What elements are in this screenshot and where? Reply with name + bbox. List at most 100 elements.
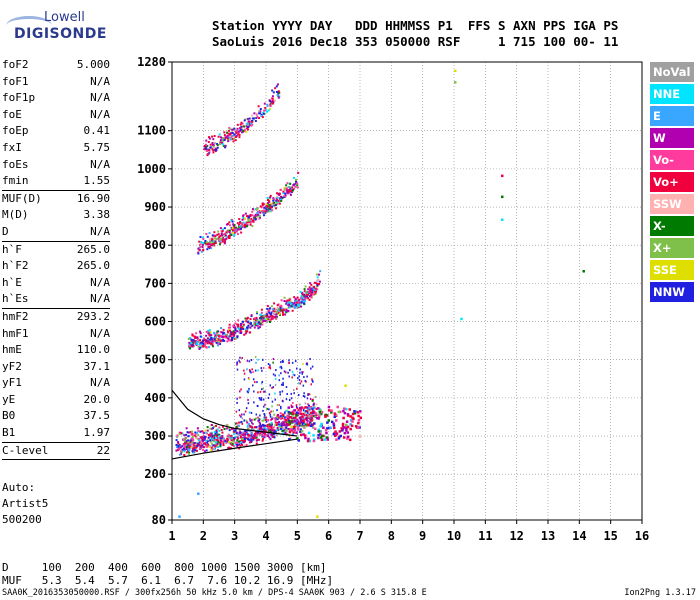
echo-point: [238, 228, 241, 231]
echo-point: [197, 252, 200, 255]
echo-point: [253, 401, 255, 404]
echo-point: [272, 386, 275, 389]
echo-point: [188, 444, 191, 447]
echo-point: [260, 424, 263, 427]
echo-point: [294, 415, 297, 418]
echo-point: [255, 413, 258, 416]
echo-point: [272, 202, 275, 205]
echo-point: [205, 144, 208, 147]
echo-point: [247, 391, 249, 394]
echo-point: [272, 373, 275, 376]
echo-point: [251, 418, 254, 421]
echo-point: [222, 144, 225, 147]
echo-point: [243, 119, 246, 122]
echo-point: [256, 319, 259, 322]
echo-point: [316, 416, 319, 420]
echo-point: [342, 409, 345, 413]
echo-point: [250, 426, 253, 429]
echo-point: [226, 131, 229, 134]
echo-point: [293, 302, 296, 305]
echo-point: [279, 416, 282, 419]
echo-point: [211, 241, 214, 244]
param-separator: [2, 240, 110, 242]
echo-point: [301, 423, 304, 426]
echo-point: [312, 434, 315, 437]
echo-point: [253, 323, 256, 326]
echo-point: [294, 306, 297, 309]
echo-point: [246, 425, 249, 428]
echo-point: [248, 121, 251, 124]
echo-point: [265, 416, 268, 419]
echo-point: [282, 425, 285, 429]
echo-point: [271, 95, 274, 98]
echo-point: [220, 428, 223, 431]
echo-point: [261, 419, 264, 422]
echo-point: [326, 421, 329, 424]
echo-point: [214, 148, 217, 151]
echo-point: [240, 443, 243, 446]
echo-point: [295, 178, 298, 181]
echo-point: [284, 371, 287, 374]
echo-point: [215, 148, 218, 151]
echo-point: [226, 331, 229, 334]
echo-point: [308, 413, 311, 416]
param-label: yE: [2, 392, 16, 406]
echo-point: [230, 233, 233, 236]
echo-point: [344, 407, 348, 411]
echo-point: [288, 190, 291, 193]
logo-line1: Lowell: [44, 10, 85, 25]
echo-point: [266, 307, 269, 310]
echo-point: [219, 439, 222, 442]
echo-point: [195, 341, 198, 344]
header-values: SaoLuis 2016 Dec18 353 050000 RSF 1 715 …: [212, 34, 619, 49]
echo-point: [233, 133, 236, 136]
echo-point: [326, 438, 329, 441]
echo-point: [257, 217, 260, 220]
echo-point: [179, 431, 182, 434]
echo-point: [245, 437, 248, 440]
echo-point: [241, 356, 243, 359]
param-row: foF1p N/A: [2, 90, 110, 107]
echo-point: [263, 436, 266, 439]
echo-point: [178, 453, 181, 456]
echo-point: [302, 298, 305, 301]
echo-point: [209, 146, 212, 149]
echo-point: [297, 420, 300, 423]
echo-point: [297, 409, 300, 412]
echo-point: [241, 422, 244, 425]
echo-point: [217, 338, 220, 341]
echo-point: [278, 379, 281, 382]
echo-point: [208, 445, 211, 448]
echo-point: [270, 102, 273, 105]
echo-point: [227, 134, 230, 137]
echo-point: [290, 392, 293, 395]
echo-point: [253, 319, 256, 322]
echo-point: [237, 130, 240, 133]
echo-point: [303, 299, 306, 302]
echo-point: [213, 142, 216, 145]
param-value: 37.1: [83, 359, 111, 373]
echo-point: [227, 337, 230, 340]
trace-boundary-curve: [171, 438, 298, 460]
param-label: yF1: [2, 376, 22, 390]
echo-point: [270, 410, 272, 413]
echo-point: [216, 146, 219, 149]
echo-point: [234, 136, 237, 139]
echo-point: [318, 413, 321, 417]
echo-point: [218, 426, 221, 429]
echo-point: [313, 290, 316, 293]
echo-point: [296, 418, 299, 421]
echo-point: [242, 439, 245, 442]
echo-point: [239, 421, 242, 424]
echo-point: [199, 339, 202, 342]
echo-point: [295, 413, 298, 417]
echo-point: [311, 286, 314, 289]
echo-point: [221, 436, 224, 439]
x-tick-label: 13: [541, 529, 555, 543]
echo-point: [291, 433, 294, 436]
isolated-echo-point: [501, 218, 504, 221]
echo-point: [234, 139, 237, 142]
param-label: hmF2: [2, 309, 29, 323]
echo-point: [240, 421, 243, 424]
echo-point: [206, 337, 209, 340]
